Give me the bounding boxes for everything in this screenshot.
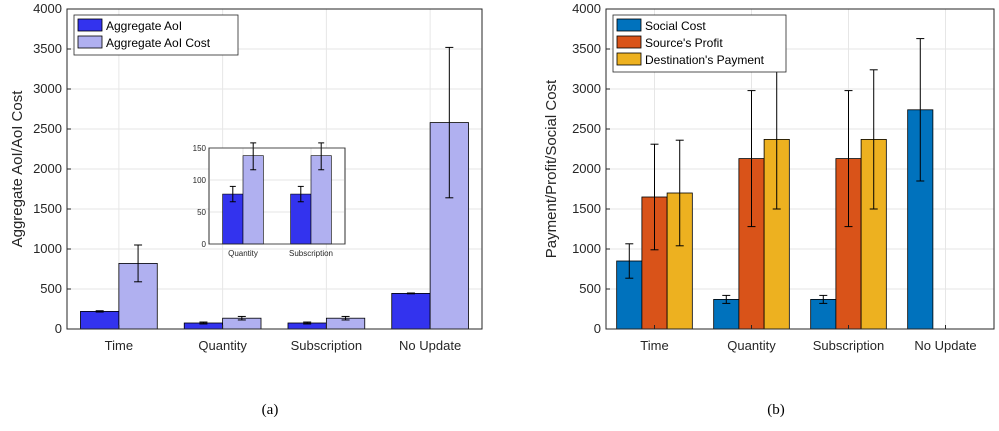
inset-x-tick-label: Quantity — [228, 249, 258, 258]
chart-panel-b: 0 500 1000 1500 2000 2500 3000 3500 4000 Time Quan… — [543, 1, 995, 418]
legend-label: Source's Profit — [645, 36, 723, 50]
legend-box — [612, 14, 787, 73]
bar — [80, 310, 120, 330]
inset-y-tick-label: 100 — [193, 176, 207, 185]
y-axis-label: Payment/Profit/Social Cost — [543, 79, 560, 258]
x-tick-label: Quantity — [727, 338, 776, 353]
y-tick-label: 0 — [55, 321, 62, 336]
y-tick-label: 2000 — [572, 161, 601, 176]
x-tick-label: Subscription — [291, 338, 363, 353]
legend-label: Destination's Payment — [645, 53, 765, 67]
panel-caption: (b) — [767, 402, 785, 418]
legend-label: Aggregate AoI Cost — [106, 36, 211, 50]
inset-x-tick-label: Subscription — [289, 249, 333, 258]
inset-chart: 0 50 100 150 Quantity Subscription — [193, 142, 346, 258]
legend-swatch — [616, 18, 642, 32]
panel-caption: (a) — [262, 402, 279, 418]
x-tick-label: Time — [640, 338, 668, 353]
legend-swatch — [616, 35, 642, 49]
y-tick-label: 4000 — [572, 1, 601, 16]
legend-swatch — [616, 52, 642, 66]
y-tick-label: 1000 — [33, 241, 62, 256]
y-axis-label: Aggregate AoI/AoI Cost — [9, 90, 26, 248]
y-tick-label: 2500 — [33, 121, 62, 136]
x-tick-label: No Update — [914, 338, 976, 353]
bar — [391, 292, 431, 330]
x-tick-label: Subscription — [813, 338, 885, 353]
legend-label: Social Cost — [645, 19, 706, 33]
y-tick-label: 2500 — [572, 121, 601, 136]
y-tick-label: 2000 — [33, 161, 62, 176]
y-tick-label: 3500 — [572, 41, 601, 56]
y-tick-label: 1500 — [33, 201, 62, 216]
y-tick-label: 1000 — [572, 241, 601, 256]
inset-y-tick-label: 150 — [193, 144, 207, 153]
legend-label: Aggregate AoI — [106, 19, 182, 33]
inset-frame — [208, 147, 346, 245]
bar — [713, 298, 740, 330]
y-tick-label: 1500 — [572, 201, 601, 216]
legend-swatch — [77, 35, 103, 49]
y-tick-label: 0 — [594, 321, 601, 336]
y-tick-label: 3000 — [572, 81, 601, 96]
x-tick-label: Time — [105, 338, 133, 353]
inset-y-tick-label: 0 — [202, 240, 207, 249]
x-tick-label: Quantity — [198, 338, 247, 353]
y-tick-label: 500 — [579, 281, 601, 296]
x-tick-label: No Update — [399, 338, 461, 353]
y-tick-label: 4000 — [33, 1, 62, 16]
y-tick-label: 3500 — [33, 41, 62, 56]
y-tick-label: 500 — [40, 281, 62, 296]
legend-swatch — [77, 18, 103, 32]
y-tick-label: 3000 — [33, 81, 62, 96]
inset-y-tick-label: 50 — [197, 208, 206, 217]
